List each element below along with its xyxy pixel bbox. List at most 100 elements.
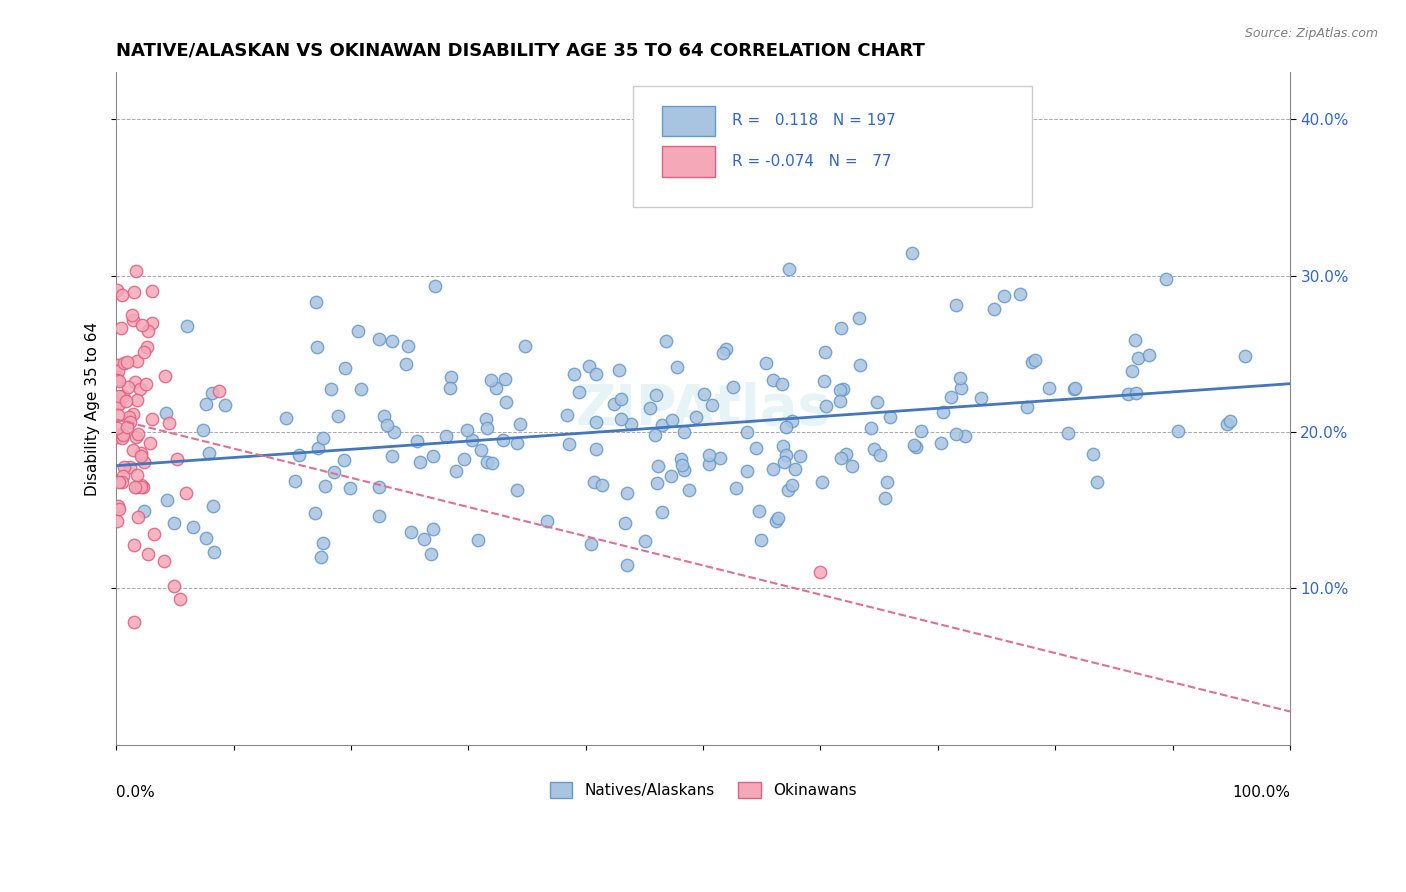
Point	[124, 375, 146, 389]
Point	[638, 401, 661, 415]
Point	[1085, 475, 1108, 490]
Point	[127, 426, 149, 441]
Point	[153, 369, 176, 384]
Point	[685, 410, 707, 425]
Point	[346, 324, 368, 338]
Point	[830, 321, 852, 335]
Point	[955, 428, 977, 442]
Point	[381, 334, 404, 349]
Text: NATIVE/ALASKAN VS OKINAWAN DISABILITY AGE 35 TO 64 CORRELATION CHART: NATIVE/ALASKAN VS OKINAWAN DISABILITY AG…	[117, 42, 925, 60]
Point	[107, 501, 129, 516]
Point	[381, 449, 404, 463]
Point	[780, 413, 803, 427]
Text: ZIPAtlas: ZIPAtlas	[575, 382, 831, 435]
Point	[644, 428, 666, 442]
Text: Source: ZipAtlas.com: Source: ZipAtlas.com	[1244, 27, 1378, 40]
Point	[645, 388, 668, 402]
Point	[751, 533, 773, 547]
Point	[669, 451, 692, 466]
Point	[125, 392, 148, 407]
Point	[828, 383, 851, 397]
Point	[634, 533, 657, 548]
Point	[339, 481, 361, 495]
Point	[422, 522, 444, 536]
Point	[309, 550, 332, 565]
Point	[156, 493, 179, 508]
Point	[849, 358, 872, 372]
Point	[558, 437, 581, 451]
Point	[312, 536, 335, 550]
Point	[193, 423, 215, 437]
Point	[709, 450, 731, 465]
Point	[107, 499, 129, 513]
Point	[773, 455, 796, 469]
Point	[105, 283, 128, 297]
Point	[725, 481, 748, 495]
Point	[869, 448, 891, 462]
Point	[105, 368, 128, 382]
Point	[969, 391, 991, 405]
Point	[755, 356, 778, 370]
Point	[863, 442, 886, 457]
Point	[132, 480, 155, 494]
Point	[112, 469, 135, 483]
Point	[157, 416, 180, 430]
Point	[697, 448, 720, 462]
Point	[536, 515, 558, 529]
Point	[425, 278, 447, 293]
Point	[195, 397, 218, 411]
Point	[200, 386, 222, 401]
Point	[395, 357, 418, 371]
Legend: Natives/Alaskans, Okinawans: Natives/Alaskans, Okinawans	[544, 776, 863, 805]
Point	[274, 410, 297, 425]
Point	[659, 468, 682, 483]
Point	[492, 433, 515, 447]
Point	[875, 491, 897, 506]
Point	[307, 441, 329, 455]
Point	[673, 425, 696, 439]
Point	[456, 423, 478, 437]
Point	[453, 452, 475, 467]
Point	[214, 398, 236, 412]
Point	[105, 373, 128, 387]
Point	[778, 483, 800, 497]
Point	[152, 554, 174, 568]
Y-axis label: Disability Age 35 to 64: Disability Age 35 to 64	[86, 321, 100, 496]
Point	[163, 516, 186, 530]
Point	[288, 448, 311, 462]
Point	[1126, 351, 1149, 365]
Point	[555, 408, 578, 422]
Point	[814, 345, 837, 359]
Point	[141, 316, 163, 330]
Point	[422, 450, 444, 464]
Point	[107, 514, 129, 528]
Point	[1219, 414, 1241, 428]
Point	[835, 447, 858, 461]
Point	[141, 412, 163, 426]
Point	[475, 455, 498, 469]
Point	[831, 382, 853, 396]
Point	[661, 413, 683, 427]
Point	[368, 508, 391, 523]
Text: 0.0%: 0.0%	[117, 785, 155, 800]
Point	[122, 407, 145, 421]
Point	[105, 421, 128, 435]
Point	[208, 384, 231, 398]
Point	[515, 339, 537, 353]
Point	[110, 321, 132, 335]
Point	[350, 383, 373, 397]
Point	[1116, 387, 1139, 401]
Point	[1154, 272, 1177, 286]
Point	[761, 373, 783, 387]
Point	[506, 435, 529, 450]
Point	[197, 446, 219, 460]
Bar	[662, 146, 714, 177]
Point	[1021, 355, 1043, 369]
Point	[904, 440, 927, 454]
Point	[112, 388, 135, 402]
Point	[568, 385, 591, 400]
Point	[111, 288, 134, 302]
Point	[939, 390, 962, 404]
Point	[761, 462, 783, 476]
Point	[1063, 381, 1085, 395]
